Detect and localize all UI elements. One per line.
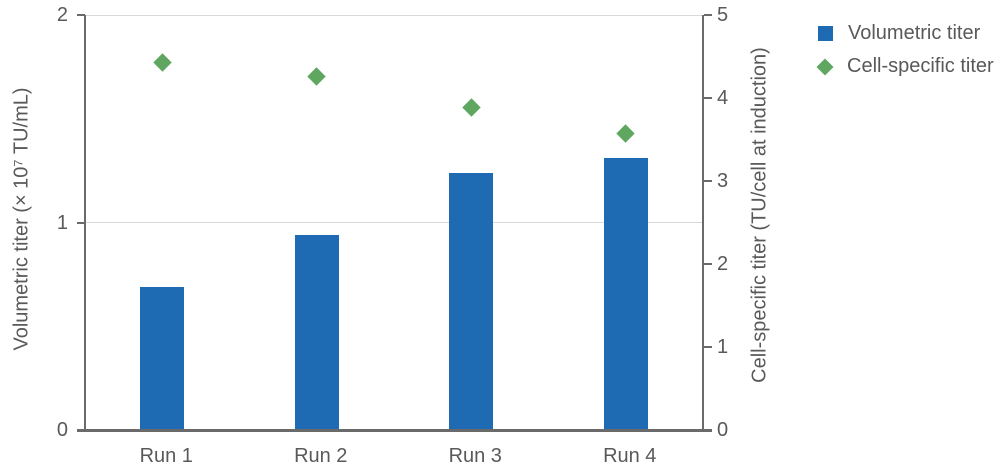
left-axis-tick-2	[77, 14, 85, 16]
left-axis-tick-1	[77, 221, 85, 224]
gridline-y1	[86, 222, 702, 223]
right-axis-tick-1	[704, 346, 712, 348]
x-axis-label-run-2: Run 2	[294, 445, 348, 467]
diamond-run-1	[153, 53, 172, 72]
left-axis-tick-label-1: 1	[56, 211, 68, 234]
bar-run-3	[449, 172, 494, 430]
x-axis-label-run-3: Run 3	[448, 445, 502, 467]
x-axis-label-run-1: Run 1	[139, 445, 193, 467]
left-axis-tick-label-2: 2	[56, 4, 68, 26]
right-axis-title: Cell-specific titer (TU/cell at inductio…	[748, 47, 771, 383]
bottom-axis-line	[77, 429, 712, 432]
right-axis-tick-4	[704, 97, 712, 99]
right-axis-tick-label-5: 5	[717, 4, 729, 26]
legend-label-cell-specific-titer: Cell-specific titer	[847, 55, 994, 77]
gridline-y2	[86, 14, 702, 16]
legend: Volumetric titer Cell-specific titer	[816, 23, 994, 77]
diamond-run-2	[307, 67, 326, 86]
x-axis-label-run-4: Run 4	[603, 445, 657, 467]
right-axis-tick-3	[704, 180, 712, 182]
diamond-run-3	[462, 98, 481, 118]
legend-item-cell-specific-titer: Cell-specific titer	[816, 55, 994, 77]
right-axis-tick-label-2: 2	[717, 253, 729, 275]
right-axis-tick-label-4: 4	[717, 87, 729, 109]
left-axis-title: Volumetric titer (× 10⁷ TU/mL)	[10, 87, 33, 351]
legend-diamond-marker-icon	[816, 58, 834, 75]
left-axis-tick-label-0: 0	[56, 419, 68, 441]
bar-run-1	[140, 286, 185, 430]
bar-run-2	[294, 234, 339, 430]
right-axis-tick-label-1: 1	[717, 336, 729, 358]
right-axis-tick-2	[704, 263, 712, 265]
right-axis-line	[702, 15, 704, 430]
legend-item-volumetric-titer: Volumetric titer	[818, 23, 994, 44]
right-axis-tick-label-3: 3	[717, 170, 729, 192]
legend-label-volumetric-titer: Volumetric titer	[848, 22, 981, 44]
right-axis-tick-5	[704, 14, 712, 16]
diamond-run-4	[616, 124, 635, 143]
legend-square-marker-icon	[818, 26, 833, 41]
bar-run-4	[603, 158, 648, 430]
right-axis-tick-label-0: 0	[717, 419, 729, 441]
left-axis-line	[84, 15, 86, 430]
